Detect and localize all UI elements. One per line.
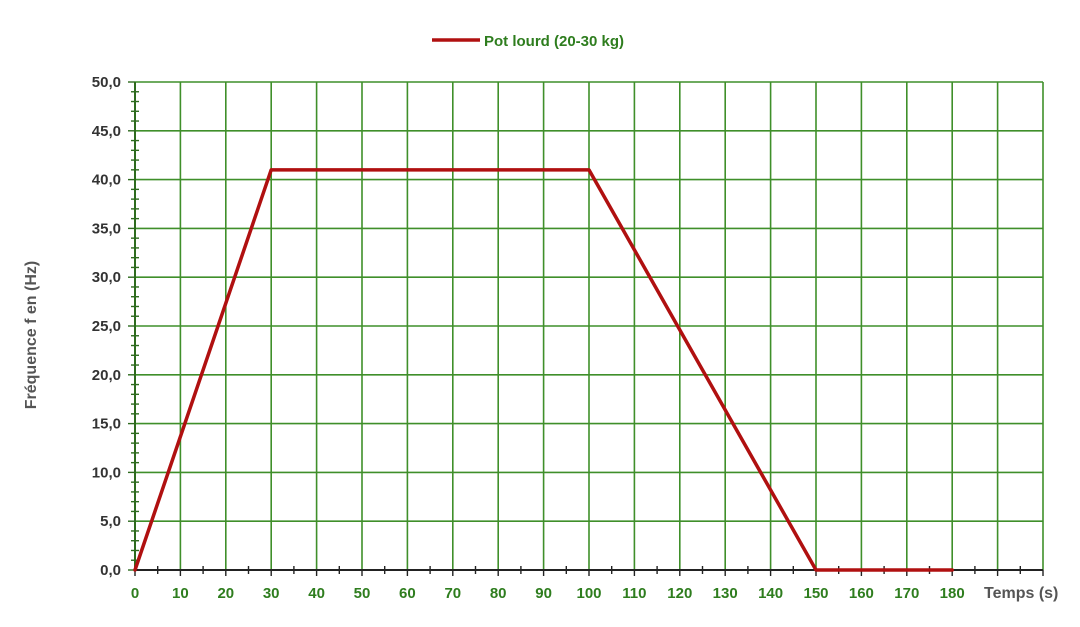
x-tick-label: 80 [490,585,507,602]
series-line [133,168,954,572]
x-tick-label: 120 [667,585,692,602]
y-tick-label: 20,0 [92,367,121,384]
y-tick-label: 15,0 [92,416,121,433]
grid [135,81,1044,570]
x-tick-labels: 0 10 20 30 40 50 60 70 80 90 100 110 120 130 140 150 160… [131,585,965,602]
x-tick-label: 0 [131,585,139,602]
axes [128,81,1044,576]
x-tick-label: 150 [803,585,828,602]
y-tick-label: 10,0 [92,464,121,481]
x-tick-label: 20 [217,585,234,602]
y-tick-label: 50,0 [92,74,121,91]
x-tick-label: 170 [894,585,919,602]
y-tick-label: 25,0 [92,318,121,335]
x-tick-label: 50 [354,585,371,602]
x-axis-title: Temps (s) [984,585,1058,602]
y-tick-labels: 0,0 5,0 10,0 15,0 20,0 25,0 30,0 35,0 40,0 45,0 50… [92,74,121,579]
legend: Pot lourd (20-30 kg) [432,33,624,50]
x-tick-label: 100 [576,585,601,602]
x-tick-label: 140 [758,585,783,602]
x-tick-label: 110 [622,585,646,602]
x-tick-label: 30 [263,585,280,602]
x-tick-label: 10 [172,585,189,602]
y-tick-label: 45,0 [92,123,121,140]
x-tick-label: 130 [713,585,738,602]
x-tick-label: 160 [849,585,874,602]
y-tick-label: 0,0 [100,562,121,579]
series-layer [133,168,954,572]
y-tick-label: 5,0 [100,513,121,530]
x-tick-label: 70 [444,585,461,602]
y-tick-label: 30,0 [92,269,121,286]
x-tick-label: 90 [535,585,552,602]
y-axis-title: Fréquence f en (Hz) [23,261,40,409]
y-tick-label: 35,0 [92,220,121,237]
x-tick-label: 40 [308,585,325,602]
y-tick-label: 40,0 [92,172,121,189]
legend-label: Pot lourd (20-30 kg) [484,33,624,50]
x-tick-label: 60 [399,585,416,602]
x-tick-label: 180 [940,585,965,602]
